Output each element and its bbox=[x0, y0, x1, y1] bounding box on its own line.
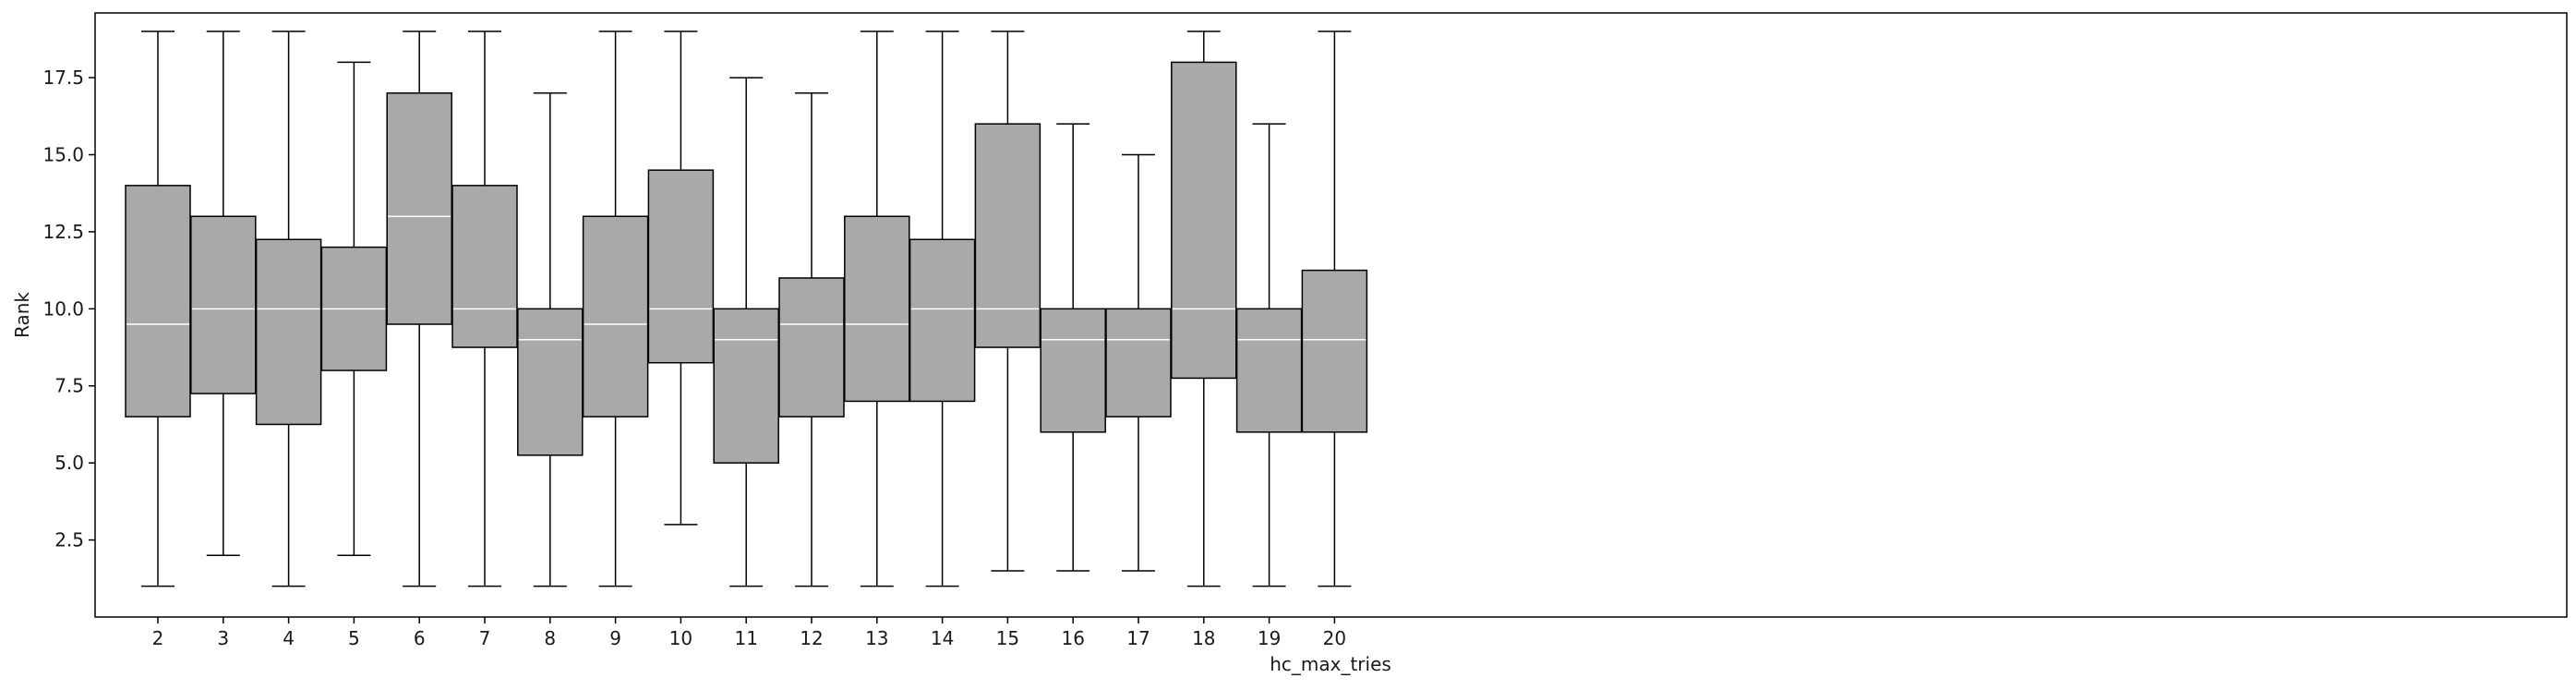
box-5 bbox=[320, 61, 388, 557]
y-tick-label: 7.5 bbox=[54, 375, 84, 397]
y-axis-label: Rank bbox=[11, 292, 33, 338]
y-tick-label: 2.5 bbox=[54, 529, 84, 551]
iqr-box bbox=[647, 169, 715, 364]
box-8 bbox=[517, 92, 584, 587]
box-3 bbox=[190, 30, 257, 557]
x-tick-label: 3 bbox=[217, 627, 229, 649]
box-11 bbox=[713, 77, 779, 587]
iqr-box bbox=[1040, 308, 1106, 433]
y-axis: 2.5 5.0 7.5 10.0 12.5 15.0 17.5 bbox=[42, 67, 95, 551]
x-tick-label: 8 bbox=[544, 627, 556, 649]
x-tick-label: 5 bbox=[348, 627, 360, 649]
x-tick-label: 19 bbox=[1258, 627, 1281, 649]
x-tick-label: 18 bbox=[1192, 627, 1215, 649]
y-tick-label: 12.5 bbox=[42, 221, 84, 243]
box-17 bbox=[1105, 153, 1172, 572]
iqr-box bbox=[1235, 308, 1303, 433]
iqr-box bbox=[125, 185, 191, 418]
x-axis: 2 3 4 5 6 7 8 9 10 11 12 13 14 15 16 17 18 19 20 bbox=[152, 617, 1346, 649]
x-tick-label: 4 bbox=[283, 627, 295, 649]
iqr-box bbox=[713, 308, 779, 464]
box-19 bbox=[1235, 123, 1303, 587]
x-tick-label: 12 bbox=[800, 627, 823, 649]
iqr-box bbox=[844, 215, 910, 403]
iqr-box bbox=[778, 277, 845, 418]
y-tick-label: 5.0 bbox=[54, 452, 84, 474]
box-2 bbox=[125, 30, 191, 587]
box-9 bbox=[582, 30, 649, 587]
box-20 bbox=[1301, 30, 1368, 587]
iqr-box bbox=[1301, 269, 1368, 433]
x-tick-label: 2 bbox=[152, 627, 164, 649]
x-tick-label: 6 bbox=[414, 627, 426, 649]
y-tick-label: 10.0 bbox=[42, 297, 84, 320]
box-13 bbox=[844, 30, 910, 587]
box-4 bbox=[255, 30, 322, 587]
iqr-box bbox=[582, 215, 649, 418]
box-6 bbox=[386, 30, 452, 587]
box-18 bbox=[1171, 30, 1237, 587]
box-16 bbox=[1040, 123, 1106, 572]
iqr-box bbox=[255, 238, 322, 426]
iqr-box bbox=[451, 185, 518, 348]
plot-frame bbox=[94, 12, 2568, 618]
y-tick-label: 15.0 bbox=[42, 143, 84, 165]
boxes-group bbox=[125, 30, 1368, 587]
box-7 bbox=[451, 30, 518, 587]
x-tick-label: 16 bbox=[1061, 627, 1084, 649]
x-tick-label: 9 bbox=[609, 627, 621, 649]
iqr-box bbox=[517, 308, 584, 456]
x-tick-label: 7 bbox=[479, 627, 491, 649]
x-axis-label: hc_max_tries bbox=[1270, 653, 1391, 675]
x-tick-label: 15 bbox=[996, 627, 1019, 649]
x-tick-label: 17 bbox=[1126, 627, 1150, 649]
x-tick-label: 20 bbox=[1323, 627, 1346, 649]
x-tick-label: 11 bbox=[734, 627, 757, 649]
box-15 bbox=[974, 30, 1041, 572]
x-tick-label: 10 bbox=[669, 627, 692, 649]
box-10 bbox=[647, 30, 715, 526]
iqr-box bbox=[190, 215, 257, 394]
x-tick-label: 13 bbox=[865, 627, 888, 649]
iqr-box bbox=[1105, 308, 1172, 418]
box-14 bbox=[909, 30, 976, 587]
iqr-box bbox=[909, 238, 976, 403]
y-tick-label: 17.5 bbox=[42, 67, 84, 89]
box-12 bbox=[778, 92, 845, 587]
x-tick-label: 14 bbox=[931, 627, 954, 649]
iqr-box bbox=[1171, 61, 1237, 380]
iqr-box bbox=[386, 92, 452, 325]
iqr-box bbox=[974, 123, 1041, 348]
